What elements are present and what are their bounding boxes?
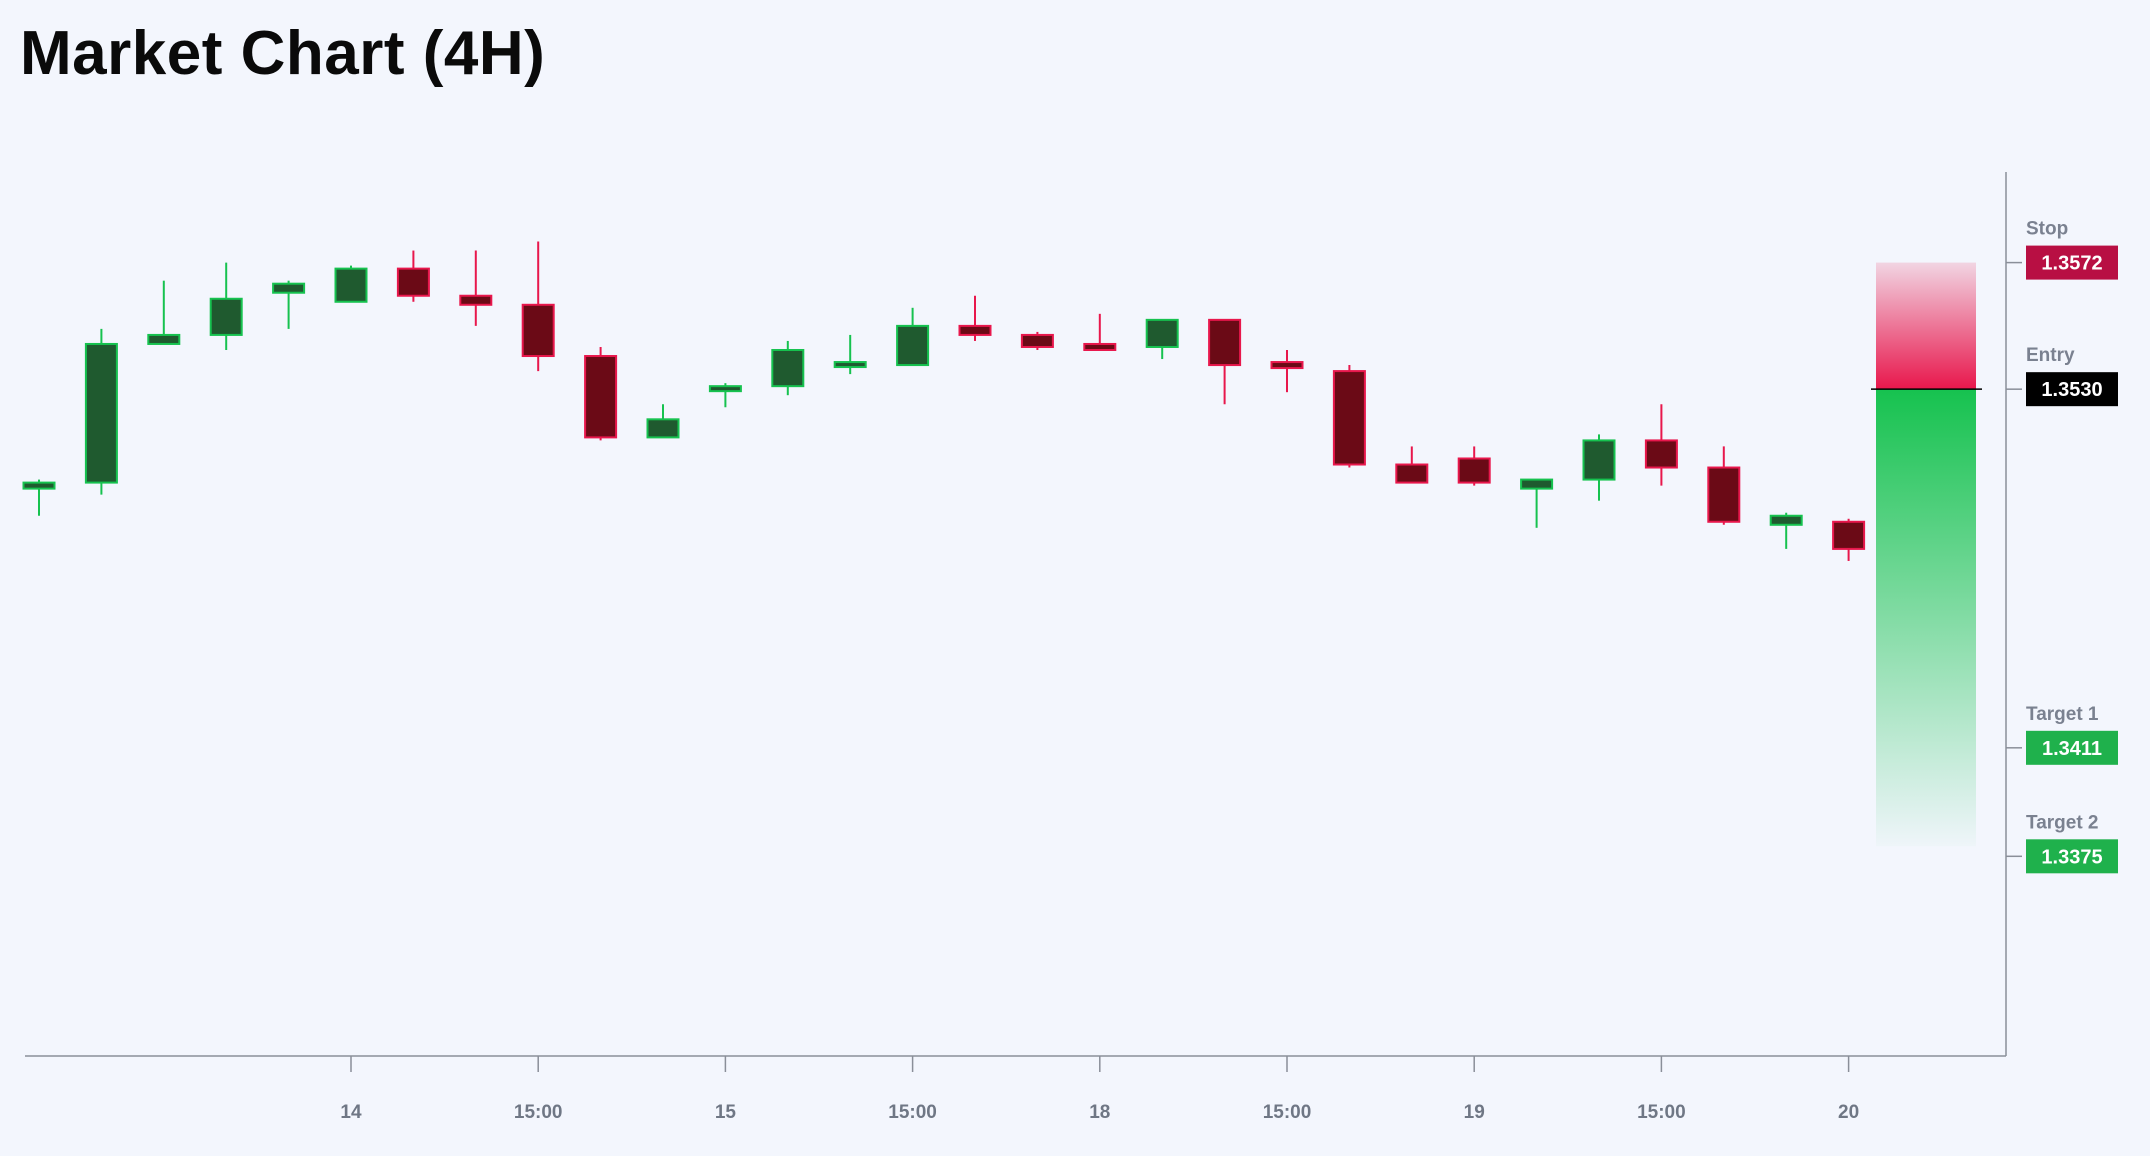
candle [84, 328, 118, 495]
candle-body [521, 303, 555, 358]
candle-body [1270, 361, 1304, 370]
x-tick-label: 19 [1464, 1102, 1485, 1123]
x-tick-label: 15:00 [1637, 1102, 1686, 1123]
candle [1208, 318, 1242, 405]
x-tick-label: 15:00 [514, 1102, 563, 1123]
level-name: Entry [2026, 345, 2075, 366]
reward-zone [1876, 389, 1976, 847]
level-name: Stop [2026, 219, 2068, 240]
candle-body [396, 267, 430, 297]
x-tick-label: 15:00 [1263, 1102, 1312, 1123]
x-tick-label: 20 [1838, 1102, 1859, 1123]
candle-body [1644, 439, 1678, 469]
candle [1707, 446, 1741, 525]
candle-body [147, 333, 181, 345]
candle [396, 250, 430, 302]
candle-body [896, 324, 930, 367]
x-tick-label: 15:00 [888, 1102, 937, 1123]
candle [209, 262, 243, 350]
candle-body [771, 348, 805, 388]
candle [1457, 446, 1491, 486]
candle-body [1083, 342, 1117, 351]
candle [584, 346, 618, 441]
level-badge [2026, 730, 2118, 765]
candle-body [646, 418, 680, 439]
candle-body [1520, 478, 1554, 490]
candle-body [84, 342, 118, 484]
candle [22, 479, 56, 516]
candle [958, 295, 992, 341]
x-tick-label: 18 [1089, 1102, 1110, 1123]
candle [1644, 404, 1678, 486]
candles-group [22, 241, 1866, 561]
candle [896, 307, 930, 367]
candle-body [209, 297, 243, 336]
candle [521, 241, 555, 372]
trade-zones [1876, 262, 1976, 847]
candle [1020, 331, 1054, 350]
candle-body [459, 294, 493, 306]
candle [272, 280, 306, 329]
candle-body [334, 267, 368, 303]
candle [1769, 512, 1803, 549]
level-value: 1.3375 [2041, 846, 2102, 868]
candle-body [584, 355, 618, 439]
level-name: Target 1 [2026, 704, 2099, 725]
level-badge [2026, 372, 2118, 407]
candle-body [1020, 333, 1054, 348]
candle [459, 250, 493, 326]
candle-body [1582, 439, 1616, 481]
candle [1520, 478, 1554, 528]
candle [1145, 318, 1179, 360]
level-stop: Stop 1.3572 [2006, 219, 2118, 280]
candle-body [1208, 318, 1242, 367]
candle [771, 340, 805, 396]
candle-body [22, 481, 56, 490]
x-tick-label: 14 [340, 1102, 362, 1123]
candle [646, 404, 680, 439]
page-title: Market Chart (4H) [20, 19, 546, 88]
candle-body [272, 282, 306, 294]
level-name: Target 2 [2026, 812, 2099, 833]
level-entry: Entry 1.3530 [1871, 345, 2118, 407]
candle [1332, 365, 1366, 468]
level-value: 1.3411 [2042, 738, 2102, 760]
risk-zone [1876, 262, 1976, 390]
candle-body [1832, 520, 1866, 550]
candle-body [1395, 463, 1429, 484]
level-target: Target 2 1.3375 [2006, 812, 2118, 874]
candle [1270, 349, 1304, 393]
candle-body [833, 361, 867, 369]
candle-body [958, 324, 992, 336]
level-value: 1.3572 [2041, 253, 2102, 275]
candle [334, 265, 368, 303]
candle-body [1457, 457, 1491, 484]
level-target: Target 1 1.3411 [2006, 704, 2118, 765]
candle-body [708, 385, 742, 393]
x-tick-label: 15 [715, 1102, 737, 1123]
level-value: 1.3530 [2041, 379, 2102, 401]
axes-group: 14 15:00 15 15:00 18 15:00 19 15:00 20 [25, 172, 2007, 1123]
candle [1395, 446, 1429, 484]
candle [1083, 313, 1117, 351]
candle-body [1145, 318, 1179, 348]
candle-body [1332, 370, 1366, 466]
candle-body [1769, 514, 1803, 526]
candle [1832, 518, 1866, 561]
candle [147, 280, 181, 345]
level-badge [2026, 839, 2118, 874]
candle [1582, 434, 1616, 501]
candle-body [1707, 466, 1741, 523]
candle [708, 383, 742, 408]
level-badge [2026, 245, 2118, 280]
candle [833, 334, 867, 375]
